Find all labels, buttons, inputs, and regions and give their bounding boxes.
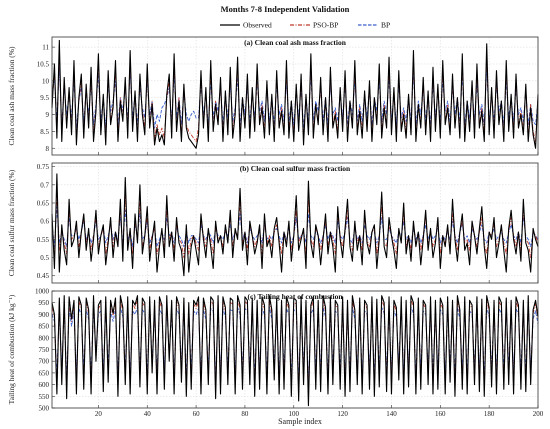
y-tick-label: 600 [39, 381, 50, 389]
y-tick-label: 9.5 [40, 94, 49, 102]
y-tick-label: 850 [39, 323, 50, 331]
x-axis-label: Sample index [278, 417, 322, 426]
legend-entry-bp: BP [358, 21, 390, 30]
legend-label: PSO-BP [313, 21, 338, 30]
y-tick-label: 500 [39, 405, 50, 413]
y-tick-label: 0.55 [37, 236, 50, 244]
series-line-observed [51, 39, 539, 149]
y-tick-label: 700 [39, 358, 50, 366]
x-tick-label: 100 [289, 410, 300, 418]
y-tick-label: 10 [42, 77, 50, 85]
y-tick-label: 8 [46, 145, 50, 153]
y-tick-label: 900 [39, 311, 50, 319]
y-tick-label: 750 [39, 346, 50, 354]
y-tick-label: 950 [39, 299, 50, 307]
panel-title: (a) Clean coal ash mass fraction [244, 38, 347, 47]
plot-area [52, 37, 538, 155]
x-tick-label: 180 [484, 410, 495, 418]
y-axis-label: Clean coal ash mass fraction (%) [7, 46, 16, 145]
panels: 8 8.5 9 9.5 10 10.5 11 (a) Clean coal ash mass … [7, 36, 544, 419]
y-tick-label: 0.75 [37, 163, 50, 171]
panel-title: (c) Tailing heat of combustion [247, 292, 343, 301]
x-tick-label: 60 [193, 410, 201, 418]
x-tick-label: 200 [533, 410, 544, 418]
legend-label: BP [381, 21, 390, 30]
y-tick-label: 9 [46, 111, 50, 119]
series-line-bp [51, 206, 539, 248]
y-axis-label: Clean coal sulfur mass fraction (%) [7, 169, 16, 276]
legend: Observed PSO-BP BP [220, 21, 390, 30]
legend-entry-observed: Observed [220, 21, 272, 30]
y-tick-label: 0.5 [40, 254, 49, 262]
series-line-observed [51, 295, 539, 407]
legend-label: Observed [243, 21, 272, 30]
y-tick-label: 650 [39, 369, 50, 377]
y-tick-label: 10.5 [37, 60, 50, 68]
panel-title: (b) Clean coal sulfur mass fraction [240, 164, 351, 173]
y-tick-label: 1000 [35, 288, 50, 296]
y-tick-label: 0.65 [37, 200, 50, 208]
y-axis-label: Tailing heat of combustion (kJ kg⁻¹) [7, 294, 16, 404]
y-tick-label: 0.6 [40, 218, 49, 226]
y-tick-label: 8.5 [40, 128, 49, 136]
y-tick-label: 550 [39, 393, 50, 401]
legend-entry-pso-bp: PSO-BP [290, 21, 338, 30]
y-tick-label: 0.7 [40, 181, 49, 189]
x-tick-label: 160 [435, 410, 446, 418]
panel-b: 0.45 0.5 0.55 0.6 0.65 0.7 0.75 (b) Clean coal … [7, 162, 539, 284]
plot-frame [51, 36, 539, 156]
x-tick-label: 80 [241, 410, 249, 418]
plot-frame [51, 162, 539, 284]
y-tick-label: 11 [42, 44, 49, 52]
panel-c: 500 550 600 650 700 750 800 850 900 950 1000 20 40 60… [7, 288, 544, 419]
chart-title: Months 7-8 Independent Validation [221, 4, 350, 14]
x-tick-label: 40 [144, 410, 152, 418]
series-line-observed [51, 173, 539, 277]
y-tick-label: 0.45 [37, 272, 50, 280]
panel-a: 8 8.5 9 9.5 10 10.5 11 (a) Clean coal ash mass … [7, 36, 539, 156]
y-tick-label: 800 [39, 334, 50, 342]
x-tick-label: 20 [95, 410, 103, 418]
x-tick-label: 140 [386, 410, 397, 418]
x-tick-label: 120 [337, 410, 348, 418]
